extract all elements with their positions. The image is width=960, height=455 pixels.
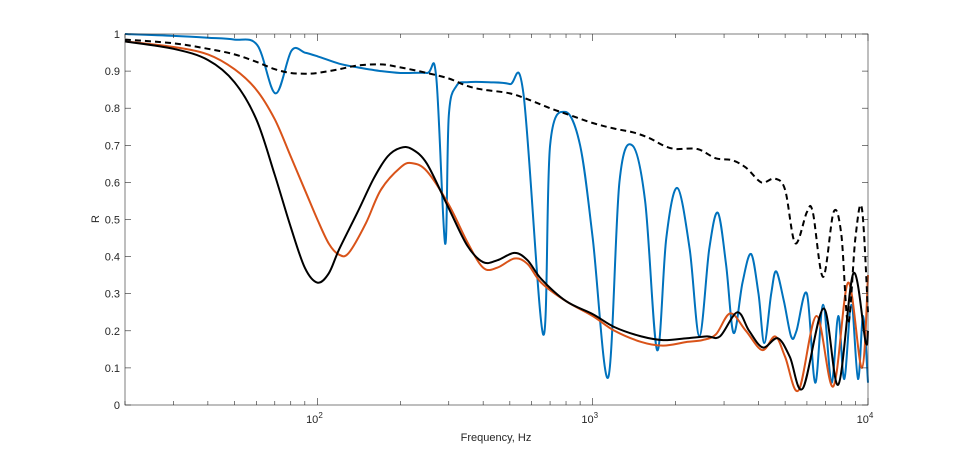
series-line-orange (124, 40, 869, 393)
x-axis-label: Frequency, Hz (461, 432, 532, 444)
y-tick-label: 0.6 (105, 177, 120, 189)
x-tick-base: 10 (581, 414, 593, 426)
series-line-dashed (124, 38, 869, 325)
y-tick-label: 0 (114, 400, 120, 412)
series-line-blue (124, 33, 869, 384)
y-axis-label: R (90, 215, 102, 223)
x-tick-label: 104 (857, 411, 874, 426)
y-tick-label: 0.7 (105, 140, 120, 152)
x-tick-label: 102 (306, 411, 323, 426)
x-tick-exponent: 4 (869, 411, 874, 420)
y-tick-label: 0.5 (105, 215, 120, 227)
y-tick-label: 0.1 (105, 363, 120, 375)
plot-lines (124, 33, 869, 393)
x-tick-exponent: 3 (594, 411, 599, 420)
axes-box (124, 33, 869, 406)
y-tick-label: 0.2 (105, 326, 120, 338)
y-tick-label: 0.3 (105, 289, 120, 301)
y-tick-label: 0.9 (105, 66, 120, 78)
y-tick-label: 1 (114, 29, 120, 41)
x-tick-label: 103 (581, 411, 598, 426)
y-tick-label: 0.8 (105, 103, 120, 115)
x-tick-exponent: 2 (318, 411, 323, 420)
x-tick-base: 10 (306, 414, 318, 426)
y-tick-label: 0.4 (105, 252, 120, 264)
series-line-black (124, 40, 869, 391)
x-tick-base: 10 (857, 414, 869, 426)
